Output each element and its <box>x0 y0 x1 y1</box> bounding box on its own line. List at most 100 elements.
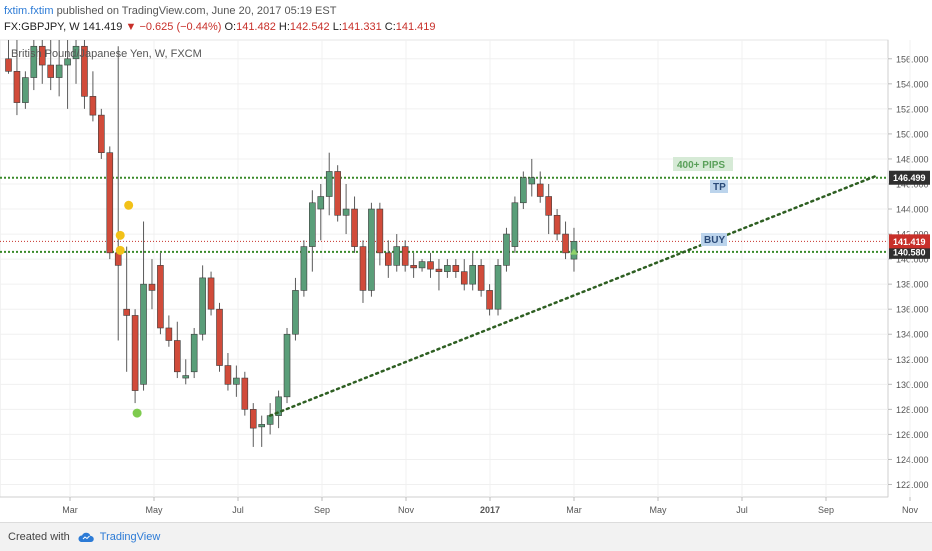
candle-body <box>106 152 114 254</box>
candle <box>494 259 502 316</box>
candle-body <box>174 340 181 373</box>
pips-label: 400+ PIPS <box>673 157 733 171</box>
candle <box>520 171 527 210</box>
candle <box>13 40 21 116</box>
candle-body <box>47 64 55 78</box>
low-value: 141.331 <box>341 21 382 33</box>
candle <box>292 277 299 341</box>
x-tick-label: Nov <box>902 505 919 515</box>
candle <box>334 165 341 222</box>
candle <box>503 227 510 272</box>
candle <box>258 415 266 447</box>
y-tick-label: 144.000 <box>896 205 929 215</box>
candle <box>157 252 164 335</box>
candle-body <box>562 233 569 254</box>
y-tick-label: 156.000 <box>896 54 929 64</box>
signal-dot-green <box>132 408 142 418</box>
close-label: C: <box>384 21 396 33</box>
candle <box>140 221 147 391</box>
candle-body <box>241 377 249 410</box>
tradingview-link[interactable]: TradingView <box>99 531 161 543</box>
y-tick-label: 152.000 <box>896 104 929 114</box>
candle <box>131 309 139 404</box>
candle-body <box>469 265 477 285</box>
x-tick-label: 2017 <box>480 505 500 515</box>
candle <box>199 265 206 341</box>
y-tick-label: 130.000 <box>896 380 929 390</box>
x-tick-label: Mar <box>566 505 582 515</box>
level-tag-bg <box>889 170 930 185</box>
x-tick-label: Sep <box>314 505 330 515</box>
candle <box>249 403 257 447</box>
candle-body <box>444 265 451 272</box>
candle <box>275 390 282 429</box>
candle <box>418 259 426 272</box>
candle <box>30 40 38 91</box>
candle-body <box>81 45 88 97</box>
x-tick-label: Jul <box>232 505 244 515</box>
signal-dot-yellow <box>124 200 134 210</box>
y-tick-label: 140.000 <box>896 255 929 265</box>
candle <box>283 327 291 404</box>
candle-body <box>477 265 485 291</box>
candle <box>38 40 46 84</box>
buy-label: BUY <box>701 233 727 246</box>
level-price-tag: 140.580 <box>889 244 930 259</box>
x-tick-label: Nov <box>398 505 415 515</box>
candle <box>376 202 384 266</box>
candle-body <box>410 265 417 269</box>
candle <box>325 152 333 216</box>
candle-body <box>72 45 80 60</box>
candle-body <box>342 208 350 216</box>
candle-body <box>452 265 460 272</box>
candle <box>460 259 468 291</box>
trendline <box>268 173 880 417</box>
candle-body <box>520 177 527 204</box>
x-tick-label: Jul <box>736 505 748 515</box>
author-link[interactable]: fxtim.fxtim <box>4 5 54 17</box>
signal-dot-yellow <box>115 245 125 255</box>
candle-body <box>13 71 21 103</box>
candle-body <box>199 277 206 335</box>
candle-body <box>384 252 392 266</box>
level-tag-bg <box>889 244 930 259</box>
candle-body <box>165 327 173 341</box>
candle-body <box>38 45 46 66</box>
created-with-text: Created with <box>8 531 70 543</box>
candle-body <box>55 64 63 78</box>
candle-body <box>536 183 544 197</box>
candle <box>477 259 485 297</box>
candle-body <box>503 233 510 266</box>
candle <box>123 246 130 372</box>
candle <box>190 327 198 379</box>
open-value: 141.482 <box>236 21 276 33</box>
candle-body <box>233 377 240 385</box>
candle-body <box>325 171 333 197</box>
published-text: published on TradingView.com, June 20, 2… <box>56 5 337 17</box>
candle <box>368 202 375 297</box>
y-tick-label: 128.000 <box>896 405 929 415</box>
marker-triangle <box>569 248 578 255</box>
candle-body <box>351 208 358 247</box>
candle-body <box>511 202 519 247</box>
candle-body <box>393 246 401 266</box>
candle-body <box>157 265 164 329</box>
candle <box>22 71 29 109</box>
candle <box>106 146 114 260</box>
candle-body <box>89 96 97 116</box>
candle-body <box>418 261 426 269</box>
candle <box>224 353 232 391</box>
candle <box>486 284 493 316</box>
candle <box>553 209 561 241</box>
candle <box>241 371 249 416</box>
signal-dot-yellow <box>115 230 125 240</box>
candle <box>359 240 367 303</box>
price-chart[interactable]: 122.000 124.000 126.000 128.000 130.000 132.0… <box>0 0 932 522</box>
pips-label-bg <box>673 157 733 171</box>
publish-info: fxtim.fxtim published on TradingView.com… <box>4 3 436 19</box>
candle <box>427 252 434 278</box>
candle-body <box>368 208 375 291</box>
candle-body <box>376 208 384 254</box>
candle-body <box>207 277 215 310</box>
change-arrow: ▼ <box>125 21 137 33</box>
